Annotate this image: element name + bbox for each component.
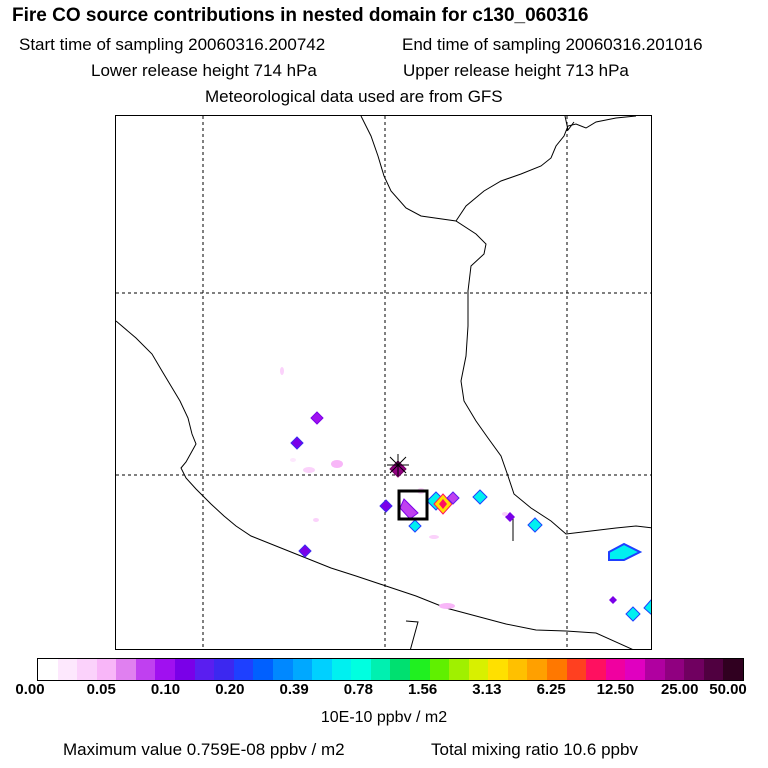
fire-cell-faint [439,603,455,609]
colorbar-segment [175,659,195,680]
fire-cell [379,499,393,513]
colorbar-tick-label: 0.39 [279,681,309,698]
end-time-label: End time of sampling 20060316.201016 [402,35,703,54]
colorbar-segment [429,659,450,680]
colorbar-segment [449,659,469,680]
colorbar-segment [312,659,332,680]
coastline-gulf [360,116,651,535]
colorbar-segment [468,659,489,680]
colorbar-segment [586,659,606,680]
total-mixing-label: Total mixing ratio 10.6 ppbv [431,740,638,759]
colorbar-segment [135,659,156,680]
fire-cell-faint [502,512,508,516]
lower-height-label: Lower release height 714 hPa [91,61,317,80]
colorbar-segment [723,659,743,680]
fire-cell-faint [429,535,439,539]
colorbar-segment [155,659,176,680]
fire-cell [527,517,543,533]
colorbar-segment [605,659,626,680]
colorbar-segment [370,659,391,680]
fire-cells [280,367,651,622]
colorbar-segment [566,659,587,680]
colorbar-segment [57,659,78,680]
fire-cell-faint [303,467,315,473]
colorbar-tick-label: 0.05 [86,681,116,698]
map-canvas [116,116,651,649]
coastline-island [564,116,575,132]
max-value-label: Maximum value 0.759E-08 ppbv / m2 [63,740,345,759]
fire-cell [399,498,419,520]
colorbar-tick-label: 0.00 [15,681,45,698]
colorbar-tick-label: 0.10 [150,681,181,698]
colorbar-segment [233,659,254,680]
colorbar-segment [96,659,117,680]
fire-cell [446,491,460,505]
colorbar-tick-label: 3.13 [472,681,502,698]
colorbar-segment [272,659,293,680]
fire-cell [609,596,617,604]
colorbar-units: 10E-10 ppbv / m2 [320,709,448,726]
colorbar-tick-label: 6.25 [536,681,566,698]
colorbar-segment [507,659,528,680]
colorbar-tick-label: 1.56 [408,681,438,698]
fire-cell [472,489,488,505]
colorbar-segment [38,659,58,680]
colorbar-tick-label: 25.00 [660,681,699,698]
colorbar-segment [547,659,567,680]
colorbar-segment [116,659,136,680]
colorbar-segment [625,659,645,680]
coastline-pacific [116,320,633,649]
fire-cell-faint [313,518,319,522]
colorbar-segment [409,659,430,680]
colorbar [37,658,744,681]
fire-cell [298,544,312,558]
colorbar-tick-label: 0.20 [215,681,245,698]
fire-cell-faint [290,458,296,462]
page-title: Fire CO source contributions in nested d… [12,5,589,26]
fire-cell [310,411,324,425]
colorbar-segment [644,659,665,680]
fire-cell [625,606,641,622]
colorbar-segment [331,659,352,680]
colorbar-tick-label: 50.00 [709,681,747,698]
colorbar-segment [194,659,215,680]
square-box-icon [397,489,429,521]
colorbar-segment [214,659,234,680]
graticule [116,116,651,649]
coastline-fragment [405,620,419,649]
colorbar-segment [77,659,97,680]
upper-height-label: Upper release height 713 hPa [403,61,629,80]
fire-cell [408,519,422,533]
colorbar-segment [488,659,508,680]
colorbar-tick-label: 12.50 [596,681,635,698]
colorbar-segment [664,659,685,680]
coastline [116,116,651,649]
fire-cell-faint [280,367,284,375]
colorbar-segment [527,659,548,680]
coastline-gulf-bend [455,116,637,222]
asterisk-icon [387,454,409,476]
colorbar-segment [292,659,313,680]
fire-cell [439,499,447,509]
met-data-label: Meteorological data used are from GFS [205,87,503,106]
fire-cell [643,599,651,615]
start-time-label: Start time of sampling 20060316.200742 [19,35,326,54]
fire-cell [290,436,304,450]
colorbar-segment [253,659,273,680]
fire-cell-faint [331,460,343,468]
colorbar-segment [703,659,724,680]
colorbar-segment [684,659,704,680]
colorbar-segment [390,659,410,680]
colorbar-tick-label: 0.78 [343,681,373,698]
map-panel [115,115,652,650]
colorbar-segment [351,659,371,680]
fire-cell [608,542,643,561]
